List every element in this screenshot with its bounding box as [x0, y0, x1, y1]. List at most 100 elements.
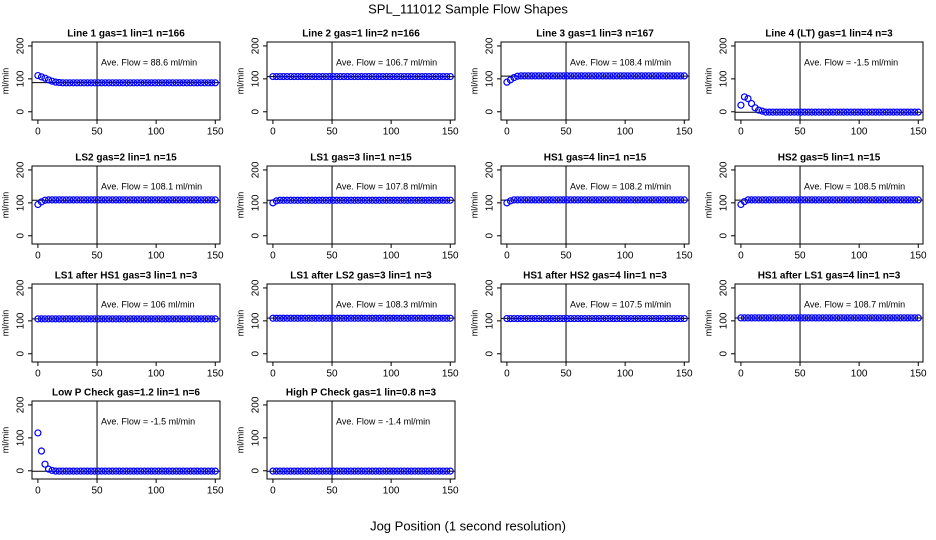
data-point [279, 72, 288, 81]
data-point [151, 467, 159, 475]
x-tick-label: 50 [91, 127, 103, 138]
data-point [854, 196, 862, 204]
data-point [276, 196, 284, 204]
data-point [379, 72, 387, 81]
data-point [513, 196, 522, 204]
data-point [147, 467, 156, 475]
data-point [368, 196, 376, 204]
data-point [432, 72, 440, 81]
data-point [545, 314, 554, 323]
panel-title: Line 1 gas=1 lin=1 n=166 [67, 29, 185, 40]
data-point [87, 196, 95, 204]
data-point [269, 72, 277, 81]
data-point [666, 314, 674, 323]
annotation: Ave. Flow = 108.7 ml/min [804, 299, 905, 309]
data-point [389, 314, 398, 322]
data-point [108, 315, 117, 323]
data-point [83, 467, 92, 475]
data-point [436, 196, 444, 204]
data-point [91, 79, 99, 87]
data-point [779, 108, 788, 116]
data-point [112, 467, 120, 475]
y-axis-label: ml/min [703, 68, 713, 95]
data-point [404, 314, 412, 322]
y-tick-label: 100 [251, 194, 262, 211]
data-point [294, 314, 302, 322]
data-point [446, 467, 454, 475]
data-point [69, 196, 77, 204]
x-tick-label: 100 [148, 486, 165, 497]
data-point [365, 72, 373, 81]
data-point [119, 79, 127, 87]
panel-title: Low P Check gas=1.2 lin=1 n=6 [52, 388, 200, 399]
data-point [176, 467, 184, 475]
data-point [315, 314, 323, 322]
data-point [425, 314, 433, 322]
data-point [602, 314, 610, 323]
data-point [769, 314, 777, 322]
y-tick-label: 100 [485, 312, 496, 329]
data-point [343, 72, 352, 81]
x-tick-label: 50 [560, 251, 572, 262]
data-point [560, 314, 568, 323]
data-point [311, 467, 320, 475]
data-point [673, 72, 681, 80]
data-point [581, 314, 589, 323]
data-point [154, 315, 163, 323]
data-point [122, 196, 131, 204]
data-point [911, 196, 919, 204]
data-point [758, 196, 766, 204]
data-point [797, 196, 805, 204]
data-point [165, 196, 173, 204]
data-point [443, 314, 451, 322]
data-point [744, 314, 752, 322]
y-tick-label: 0 [719, 233, 730, 239]
y-tick-label: 100 [251, 70, 262, 87]
panel-title: HS1 gas=4 lin=1 n=15 [544, 153, 647, 164]
y-axis-label: ml/min [235, 310, 245, 337]
data-point [322, 72, 330, 81]
data-point [329, 196, 337, 204]
data-point [414, 314, 422, 322]
data-point [301, 314, 309, 322]
x-tick-label: 150 [207, 127, 224, 138]
data-point [162, 79, 170, 87]
data-point [790, 196, 798, 204]
data-point [528, 314, 536, 323]
annotation: Ave. Flow = 106 ml/min [101, 299, 195, 309]
data-point [847, 196, 855, 204]
data-point [137, 79, 145, 87]
data-point [439, 196, 447, 204]
data-point [201, 196, 209, 204]
data-point [829, 314, 837, 322]
data-point [889, 196, 898, 204]
data-point [666, 196, 674, 204]
data-point [872, 196, 880, 204]
data-point [147, 315, 156, 323]
data-point [183, 467, 191, 475]
data-point [751, 196, 759, 204]
data-point [389, 467, 398, 475]
data-point [549, 314, 557, 323]
data-point [567, 314, 575, 323]
data-point [297, 196, 305, 204]
data-point [76, 79, 85, 87]
data-point [524, 72, 532, 80]
x-tick-label: 150 [442, 369, 459, 380]
data-point [176, 79, 184, 87]
data-point [290, 467, 298, 475]
annotation: Ave. Flow = 108.3 ml/min [336, 299, 437, 309]
data-point [112, 315, 120, 323]
data-point [154, 79, 163, 87]
y-tick-label: 200 [251, 161, 262, 178]
data-point [552, 314, 561, 323]
data-point [304, 72, 312, 81]
data-point [609, 314, 617, 323]
x-tick-label: 50 [794, 369, 806, 380]
data-point [372, 467, 380, 475]
y-tick-label: 0 [251, 351, 262, 357]
data-point [627, 196, 635, 204]
panel-title: High P Check gas=1 lin=0.8 n=3 [286, 388, 437, 399]
data-point [556, 72, 564, 80]
plot-box [734, 165, 924, 245]
